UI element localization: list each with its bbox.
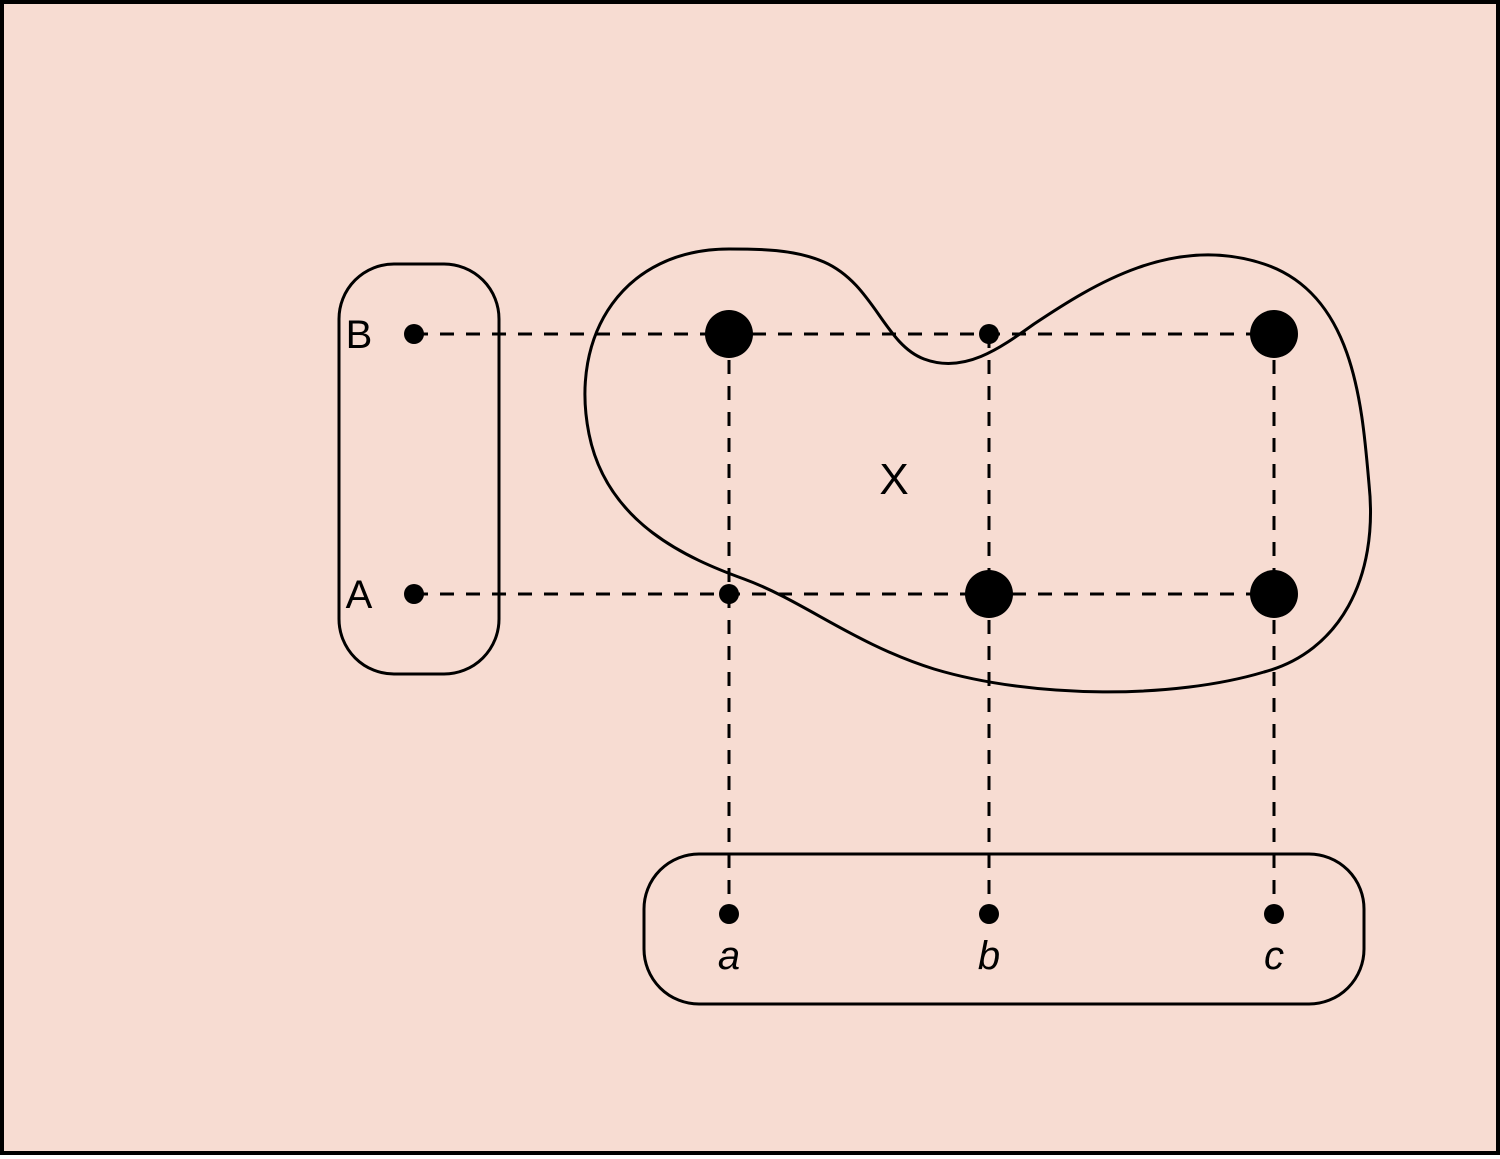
- node-Ab: [965, 570, 1013, 618]
- label-bot_b: b: [978, 934, 1000, 978]
- node-Bc: [1250, 310, 1298, 358]
- diagram-svg: B Aa b c X: [4, 4, 1500, 1159]
- enclosure-x-blob: [585, 249, 1371, 692]
- label-bot_c: c: [1264, 934, 1284, 978]
- node-bot_b: [979, 904, 999, 924]
- node-Bb: [979, 324, 999, 344]
- node-A_left: [404, 584, 424, 604]
- node-B_left: [404, 324, 424, 344]
- node-bot_c: [1264, 904, 1284, 924]
- region-label-X: X: [879, 455, 908, 504]
- node-bot_a: [719, 904, 739, 924]
- label-A_left: A: [346, 573, 373, 617]
- node-Ac: [1250, 570, 1298, 618]
- node-Aa: [719, 584, 739, 604]
- enclosure-bottom: [644, 854, 1364, 1004]
- node-Ba: [705, 310, 753, 358]
- label-bot_a: a: [718, 934, 740, 978]
- diagram-frame: B Aa b c X: [0, 0, 1500, 1155]
- label-B_left: B: [346, 313, 373, 357]
